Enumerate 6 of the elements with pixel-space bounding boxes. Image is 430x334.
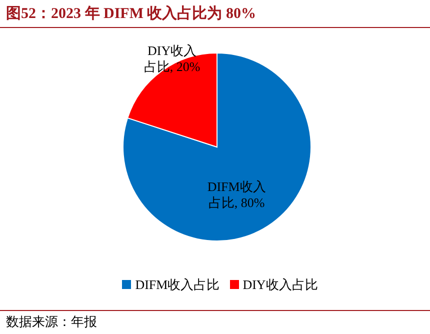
legend-label: DIY收入占比 bbox=[242, 277, 318, 292]
data-label: DIY收入占比, 20% bbox=[142, 43, 202, 76]
data-label: DIFM收入占比, 80% bbox=[206, 179, 267, 212]
chart-title: 图52：2023 年 DIFM 收入占比为 80% bbox=[6, 4, 256, 23]
source-note: 数据来源：年报 bbox=[6, 313, 97, 331]
legend-label: DIFM收入占比 bbox=[135, 277, 220, 292]
